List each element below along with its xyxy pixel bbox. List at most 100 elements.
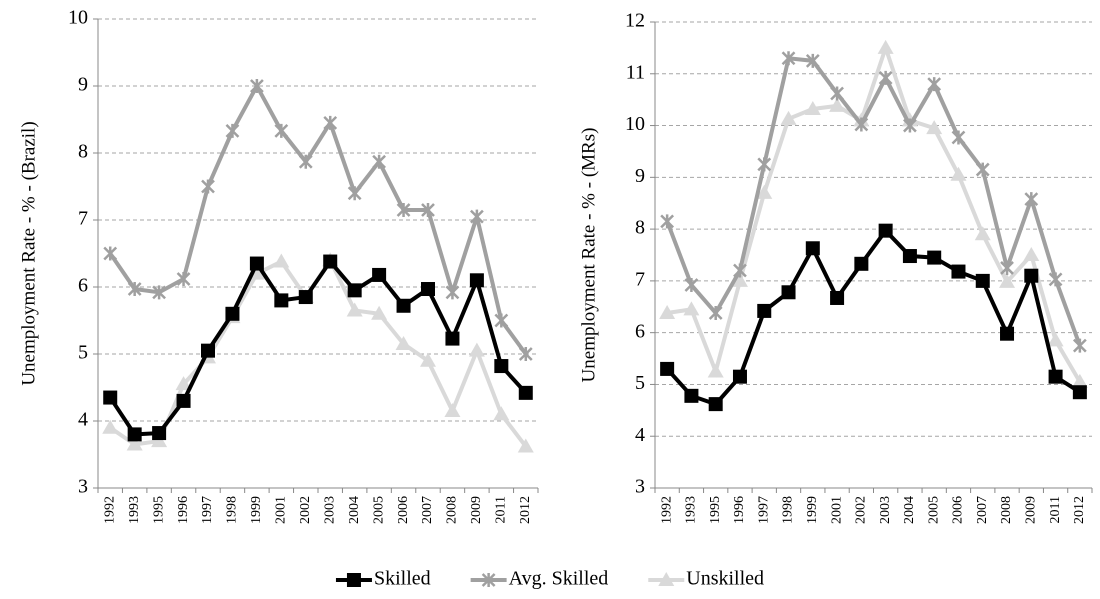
marker xyxy=(493,406,510,421)
y-tick-label: 7 xyxy=(78,208,88,230)
x-tick-label: 2012 xyxy=(518,496,533,524)
marker xyxy=(396,298,411,313)
marker xyxy=(974,226,991,241)
marker xyxy=(298,154,313,169)
x-tick-label: 2009 xyxy=(469,496,484,524)
marker xyxy=(659,304,676,319)
marker xyxy=(421,282,435,297)
marker xyxy=(1000,260,1014,275)
marker xyxy=(494,313,509,328)
x-tick-label: 2005 xyxy=(926,496,941,524)
marker xyxy=(298,290,313,305)
x-tick-label: 2008 xyxy=(999,496,1014,524)
marker xyxy=(757,303,772,318)
y-tick-label: 6 xyxy=(78,275,88,297)
y-tick-label: 11 xyxy=(626,61,645,83)
y-tick-label: 7 xyxy=(635,268,645,290)
y-tick-label: 10 xyxy=(68,7,88,29)
x-tick-label: 2009 xyxy=(1024,496,1039,524)
x-tick-label: 2005 xyxy=(371,496,386,524)
marker xyxy=(372,154,386,169)
x-tick-label: 1993 xyxy=(127,496,142,524)
marker xyxy=(684,388,699,403)
marker xyxy=(951,130,966,145)
marker xyxy=(708,397,723,412)
x-tick-label: 2011 xyxy=(494,496,509,523)
marker xyxy=(323,115,338,130)
marker xyxy=(470,209,484,224)
marker xyxy=(274,123,289,138)
y-tick-label: 6 xyxy=(635,320,645,342)
marker xyxy=(878,70,893,85)
marker xyxy=(273,253,290,268)
marker xyxy=(225,123,240,138)
marker xyxy=(660,214,675,229)
y-axis-label: Unemployment Rate - % - (Brazil) xyxy=(18,121,39,385)
marker xyxy=(176,271,191,286)
marker xyxy=(684,278,699,293)
marker xyxy=(494,359,509,374)
y-tick-label: 4 xyxy=(635,424,645,446)
marker xyxy=(444,402,461,417)
x-tick-label: 1993 xyxy=(684,496,699,524)
marker xyxy=(781,51,796,66)
marker xyxy=(469,273,484,288)
marker xyxy=(950,166,967,181)
marker xyxy=(445,331,460,346)
marker xyxy=(468,342,485,357)
marker xyxy=(152,426,167,441)
x-tick-label: 2006 xyxy=(396,496,411,524)
x-tick-label: 1997 xyxy=(756,496,771,524)
y-tick-label: 8 xyxy=(635,217,645,239)
x-tick-label: 2003 xyxy=(878,496,893,524)
marker xyxy=(1048,369,1063,384)
marker xyxy=(346,573,361,587)
marker xyxy=(951,264,966,279)
marker xyxy=(372,267,387,282)
x-tick-label: 1997 xyxy=(200,496,215,524)
marker xyxy=(756,184,773,199)
marker xyxy=(346,302,363,317)
marker xyxy=(201,343,215,358)
marker xyxy=(830,86,844,101)
marker xyxy=(975,273,990,288)
marker xyxy=(877,39,894,54)
marker xyxy=(249,256,264,271)
x-tick-label: 1992 xyxy=(659,496,674,524)
marker xyxy=(780,110,797,125)
x-tick-label: 1998 xyxy=(781,496,796,524)
x-tick-label: 2007 xyxy=(975,496,990,524)
marker xyxy=(683,301,700,316)
series-line xyxy=(666,41,1082,383)
marker xyxy=(805,241,820,256)
y-axis-label: Unemployment Rate - % - (MRs) xyxy=(578,128,599,383)
series-line xyxy=(665,56,1082,347)
marker xyxy=(274,293,289,308)
marker xyxy=(902,249,917,264)
marker xyxy=(781,285,796,300)
x-tick-label: 2004 xyxy=(347,496,362,524)
marker xyxy=(829,97,846,112)
x-tick-label: 2004 xyxy=(902,496,917,524)
marker xyxy=(175,376,192,391)
marker xyxy=(804,100,821,115)
marker xyxy=(103,246,118,261)
marker xyxy=(660,361,675,376)
x-tick-label: 2011 xyxy=(1048,496,1063,523)
marker xyxy=(152,285,166,300)
marker xyxy=(518,347,533,361)
x-tick-label: 1992 xyxy=(102,496,117,524)
marker xyxy=(103,390,118,405)
x-tick-label: 2006 xyxy=(951,496,966,524)
marker xyxy=(201,179,215,194)
marker xyxy=(731,272,748,287)
y-tick-label: 9 xyxy=(635,165,645,187)
x-tick-label: 2003 xyxy=(322,496,337,524)
marker xyxy=(396,202,411,217)
x-tick-label: 1996 xyxy=(176,496,191,524)
marker xyxy=(1024,192,1039,207)
marker xyxy=(1071,373,1088,388)
x-tick-label: 2002 xyxy=(298,496,313,524)
x-tick-label: 2007 xyxy=(420,496,435,524)
series-line xyxy=(108,81,528,356)
